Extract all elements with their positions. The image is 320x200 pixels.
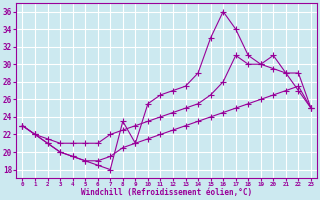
X-axis label: Windchill (Refroidissement éolien,°C): Windchill (Refroidissement éolien,°C)	[81, 188, 252, 197]
